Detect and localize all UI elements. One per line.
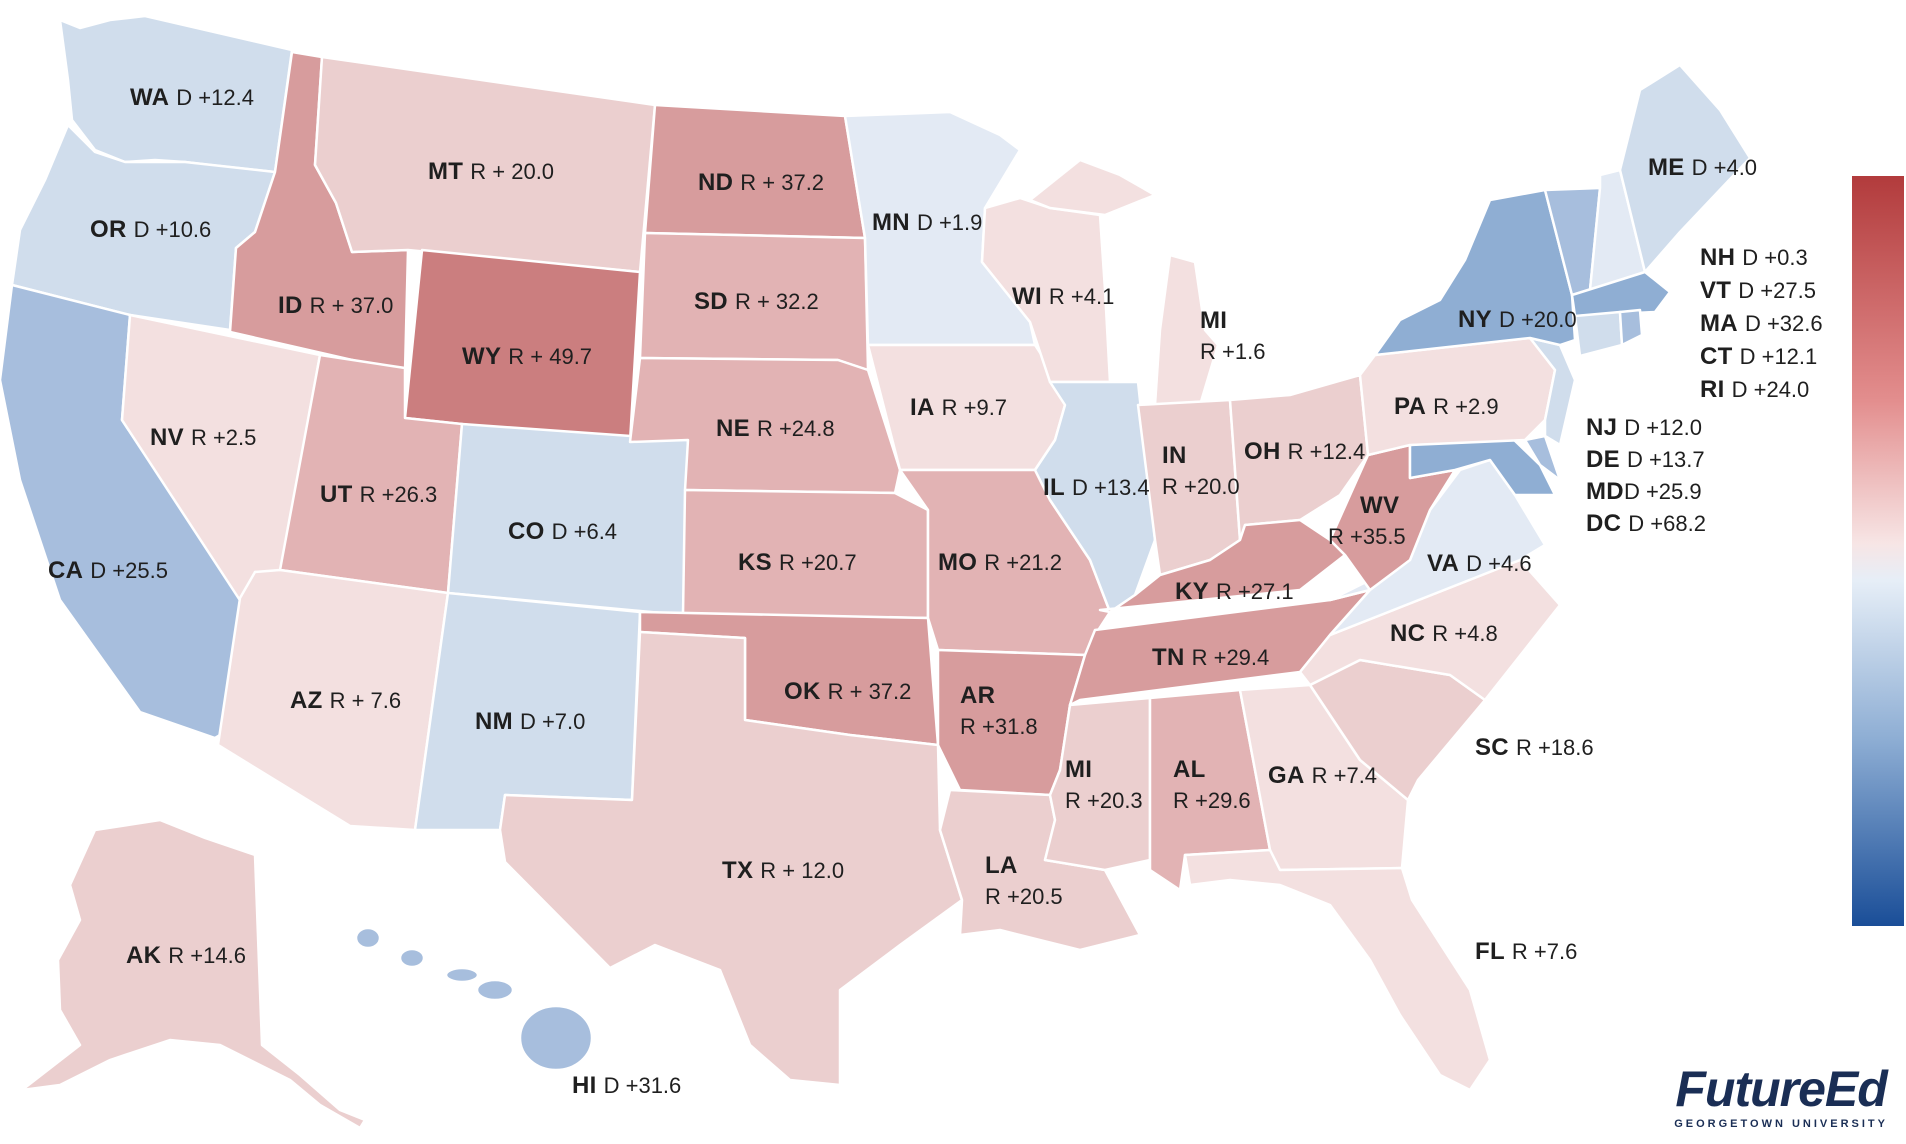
label-ny: NY D +20.0 — [1458, 306, 1577, 333]
label-me: ME D +4.0 — [1648, 154, 1758, 181]
state-mi[interactable] — [1153, 253, 1220, 407]
state-fl[interactable] — [1183, 848, 1492, 1092]
label-va: VA D +4.6 — [1427, 550, 1532, 577]
label-md: MDD +25.9 — [1586, 478, 1702, 505]
state-hi-maui[interactable] — [475, 978, 515, 1002]
label-ma: MA D +32.6 — [1700, 310, 1823, 337]
label-fl: FL R +7.6 — [1475, 938, 1578, 965]
label-sd: SD R + 32.2 — [694, 288, 819, 315]
label-tn: TN R +29.4 — [1152, 644, 1270, 671]
logo-name: FutureEd — [1675, 1061, 1887, 1117]
label-in: IN R +20.0 — [1162, 442, 1240, 500]
logo-subtitle: GEORGETOWN UNIVERSITY — [1674, 1118, 1888, 1130]
label-wv: WV R +35.5 — [1328, 492, 1406, 550]
label-ks: KS R +20.7 — [738, 549, 857, 576]
label-al: AL R +29.6 — [1173, 756, 1251, 814]
label-mi: MI R +1.6 — [1200, 307, 1266, 365]
label-ia: IA R +9.7 — [910, 394, 1008, 421]
label-ri: RI D +24.0 — [1700, 376, 1810, 403]
state-ak[interactable] — [20, 818, 367, 1130]
state-mi-upper[interactable] — [1028, 158, 1157, 217]
label-ut: UT R +26.3 — [320, 481, 438, 508]
state-de[interactable] — [1523, 434, 1562, 482]
color-scale-legend — [1852, 176, 1904, 926]
label-ky: KY R +27.1 — [1175, 578, 1294, 605]
state-hi-oahu[interactable] — [398, 947, 426, 969]
label-co: CO D +6.4 — [508, 518, 618, 545]
label-ca: CA D +25.5 — [48, 557, 168, 584]
label-vt: VT D +27.5 — [1700, 277, 1816, 304]
label-nv: NV R +2.5 — [150, 424, 257, 451]
label-pa: PA R +2.9 — [1394, 393, 1499, 420]
futureed-logo: FutureEd GEORGETOWN UNIVERSITY — [1674, 1064, 1888, 1130]
label-ne: NE R +24.8 — [716, 415, 835, 442]
label-il: IL D +13.4 — [1043, 474, 1150, 501]
label-id: ID R + 37.0 — [278, 292, 394, 319]
state-hi-main[interactable] — [518, 1004, 594, 1072]
label-or: OR D +10.6 — [90, 216, 212, 243]
label-ak: AK R +14.6 — [126, 942, 246, 969]
label-ar: AR R +31.8 — [960, 682, 1038, 740]
state-ma[interactable] — [1570, 270, 1672, 318]
state-md[interactable] — [1408, 434, 1557, 497]
label-wa: WA D +12.4 — [130, 84, 254, 111]
label-ga: GA R +7.4 — [1268, 762, 1378, 789]
state-me[interactable] — [1618, 63, 1752, 274]
label-ms: MI R +20.3 — [1065, 756, 1143, 814]
label-wi: WI R +4.1 — [1012, 283, 1115, 310]
label-mn: MN D +1.9 — [872, 209, 983, 236]
label-nj: NJ D +12.0 — [1586, 414, 1702, 441]
label-wy: WY R + 49.7 — [462, 343, 593, 370]
state-tx[interactable] — [498, 630, 964, 1087]
state-hi-molokai[interactable] — [444, 966, 480, 984]
label-de: DE D +13.7 — [1586, 446, 1705, 473]
label-hi: HI D +31.6 — [572, 1072, 682, 1099]
label-tx: TX R + 12.0 — [722, 857, 845, 884]
state-ct[interactable] — [1573, 310, 1624, 358]
label-az: AZ R + 7.6 — [290, 687, 402, 714]
state-nj[interactable] — [1528, 336, 1577, 447]
label-oh: OH R +12.4 — [1244, 438, 1366, 465]
label-ct: CT D +12.1 — [1700, 343, 1818, 370]
label-ok: OK R + 37.2 — [784, 678, 912, 705]
label-nd: ND R + 37.2 — [698, 169, 825, 196]
state-ky[interactable] — [1098, 518, 1347, 614]
state-ri[interactable] — [1618, 308, 1644, 347]
label-nc: NC R +4.8 — [1390, 620, 1498, 647]
label-la: LA R +20.5 — [985, 852, 1063, 910]
state-hi-kauai[interactable] — [354, 926, 382, 950]
label-dc: DC D +68.2 — [1586, 510, 1706, 537]
label-sc: SC R +18.6 — [1475, 734, 1594, 761]
label-nm: NM D +7.0 — [475, 708, 586, 735]
label-mt: MT R + 20.0 — [428, 158, 555, 185]
label-nh: NH D +0.3 — [1700, 244, 1808, 271]
label-mo: MO R +21.2 — [938, 549, 1062, 576]
